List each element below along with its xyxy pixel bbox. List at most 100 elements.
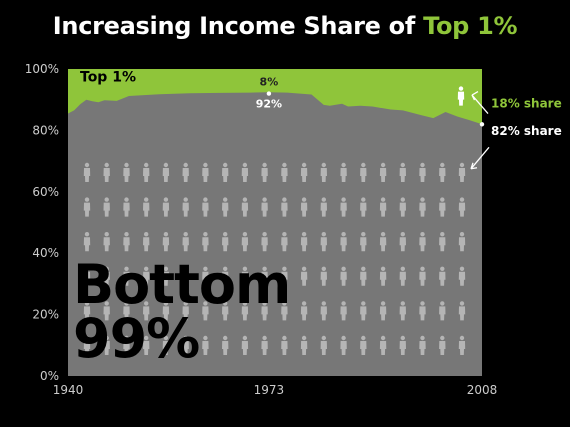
person-body — [261, 168, 268, 182]
person-head — [84, 197, 90, 202]
person-icon — [439, 162, 446, 182]
person-body — [320, 202, 327, 217]
person-body — [261, 237, 268, 252]
person-icon — [458, 162, 466, 182]
person-body — [143, 341, 150, 355]
person-body — [458, 271, 466, 286]
person-body — [320, 168, 327, 182]
x-tick-label: 1940 — [53, 383, 84, 397]
person-body — [360, 306, 367, 321]
person-body — [222, 306, 229, 321]
person-body — [320, 271, 327, 286]
person-body — [281, 168, 288, 182]
person-head — [380, 335, 386, 341]
person-head — [163, 335, 169, 341]
person-head — [440, 301, 445, 306]
person-head — [104, 335, 109, 341]
person-head — [282, 335, 287, 341]
person-body — [399, 306, 406, 321]
person-body — [399, 168, 406, 182]
person-head — [183, 335, 188, 341]
person-icon — [360, 266, 367, 286]
person-head — [84, 335, 90, 341]
person-icon — [241, 301, 249, 321]
person-icon — [103, 335, 110, 355]
person-icon — [419, 162, 426, 182]
person-body — [300, 202, 308, 217]
person-icon — [379, 301, 387, 321]
y-tick-label: 80% — [32, 123, 59, 137]
person-body — [340, 306, 347, 321]
person-body — [419, 237, 426, 252]
person-head — [400, 301, 405, 306]
person-icon — [202, 162, 209, 182]
person-head — [203, 335, 208, 341]
marker-1973 — [266, 91, 272, 96]
person-head — [459, 301, 465, 306]
y-tick-label: 60% — [32, 185, 59, 199]
person-head — [282, 232, 287, 237]
person-head — [242, 335, 248, 341]
person-body — [399, 271, 406, 286]
marker-2008 — [479, 122, 485, 127]
person-body — [340, 271, 347, 286]
person-icon — [103, 197, 110, 217]
bottom-99-percent-area — [68, 92, 482, 377]
person-head — [440, 162, 445, 168]
person-icon — [83, 266, 91, 286]
person-head — [163, 266, 169, 271]
bottom-area-label-line2: 99% — [73, 307, 199, 370]
x-tick-label: 2008 — [467, 383, 498, 397]
person-icon — [241, 335, 249, 355]
person-icon — [300, 232, 308, 252]
person-icon — [202, 335, 209, 355]
person-head — [440, 266, 445, 271]
person-icon — [300, 301, 308, 321]
person-body — [123, 271, 130, 286]
person-head — [84, 266, 90, 271]
person-head — [380, 162, 386, 168]
person-icon — [439, 197, 446, 217]
person-body — [379, 271, 387, 286]
person-body — [222, 237, 229, 252]
person-icon — [419, 301, 426, 321]
person-head — [223, 162, 228, 168]
person-head — [380, 232, 386, 237]
title-prefix: Increasing Income Share of — [52, 12, 424, 40]
person-head — [262, 197, 267, 202]
person-body — [103, 237, 110, 252]
person-head — [124, 301, 129, 306]
person-icon — [83, 301, 91, 321]
person-head — [361, 266, 366, 271]
person-head — [242, 301, 248, 306]
person-icon — [143, 301, 150, 321]
person-head — [262, 266, 267, 271]
person-icon — [399, 266, 406, 286]
person-head — [203, 301, 208, 306]
person-body — [300, 237, 308, 252]
person-body — [261, 341, 268, 355]
person-head — [341, 197, 346, 202]
person-head — [459, 162, 465, 168]
person-icon — [320, 266, 327, 286]
person-icon — [399, 335, 406, 355]
person-icon — [379, 162, 387, 182]
person-body — [83, 341, 91, 355]
person-icon — [379, 197, 387, 217]
person-body — [360, 271, 367, 286]
person-icon — [162, 266, 170, 286]
person-body — [222, 202, 229, 217]
person-icon — [340, 197, 347, 217]
person-body — [241, 271, 249, 286]
y-tick-label: 40% — [32, 246, 59, 260]
person-body — [458, 341, 466, 355]
person-icon — [103, 162, 110, 182]
person-head — [242, 197, 248, 202]
person-icon — [143, 232, 150, 252]
person-body — [202, 202, 209, 217]
person-body — [83, 306, 91, 321]
person-head — [124, 232, 129, 237]
person-head — [262, 232, 267, 237]
person-icon — [162, 197, 170, 217]
